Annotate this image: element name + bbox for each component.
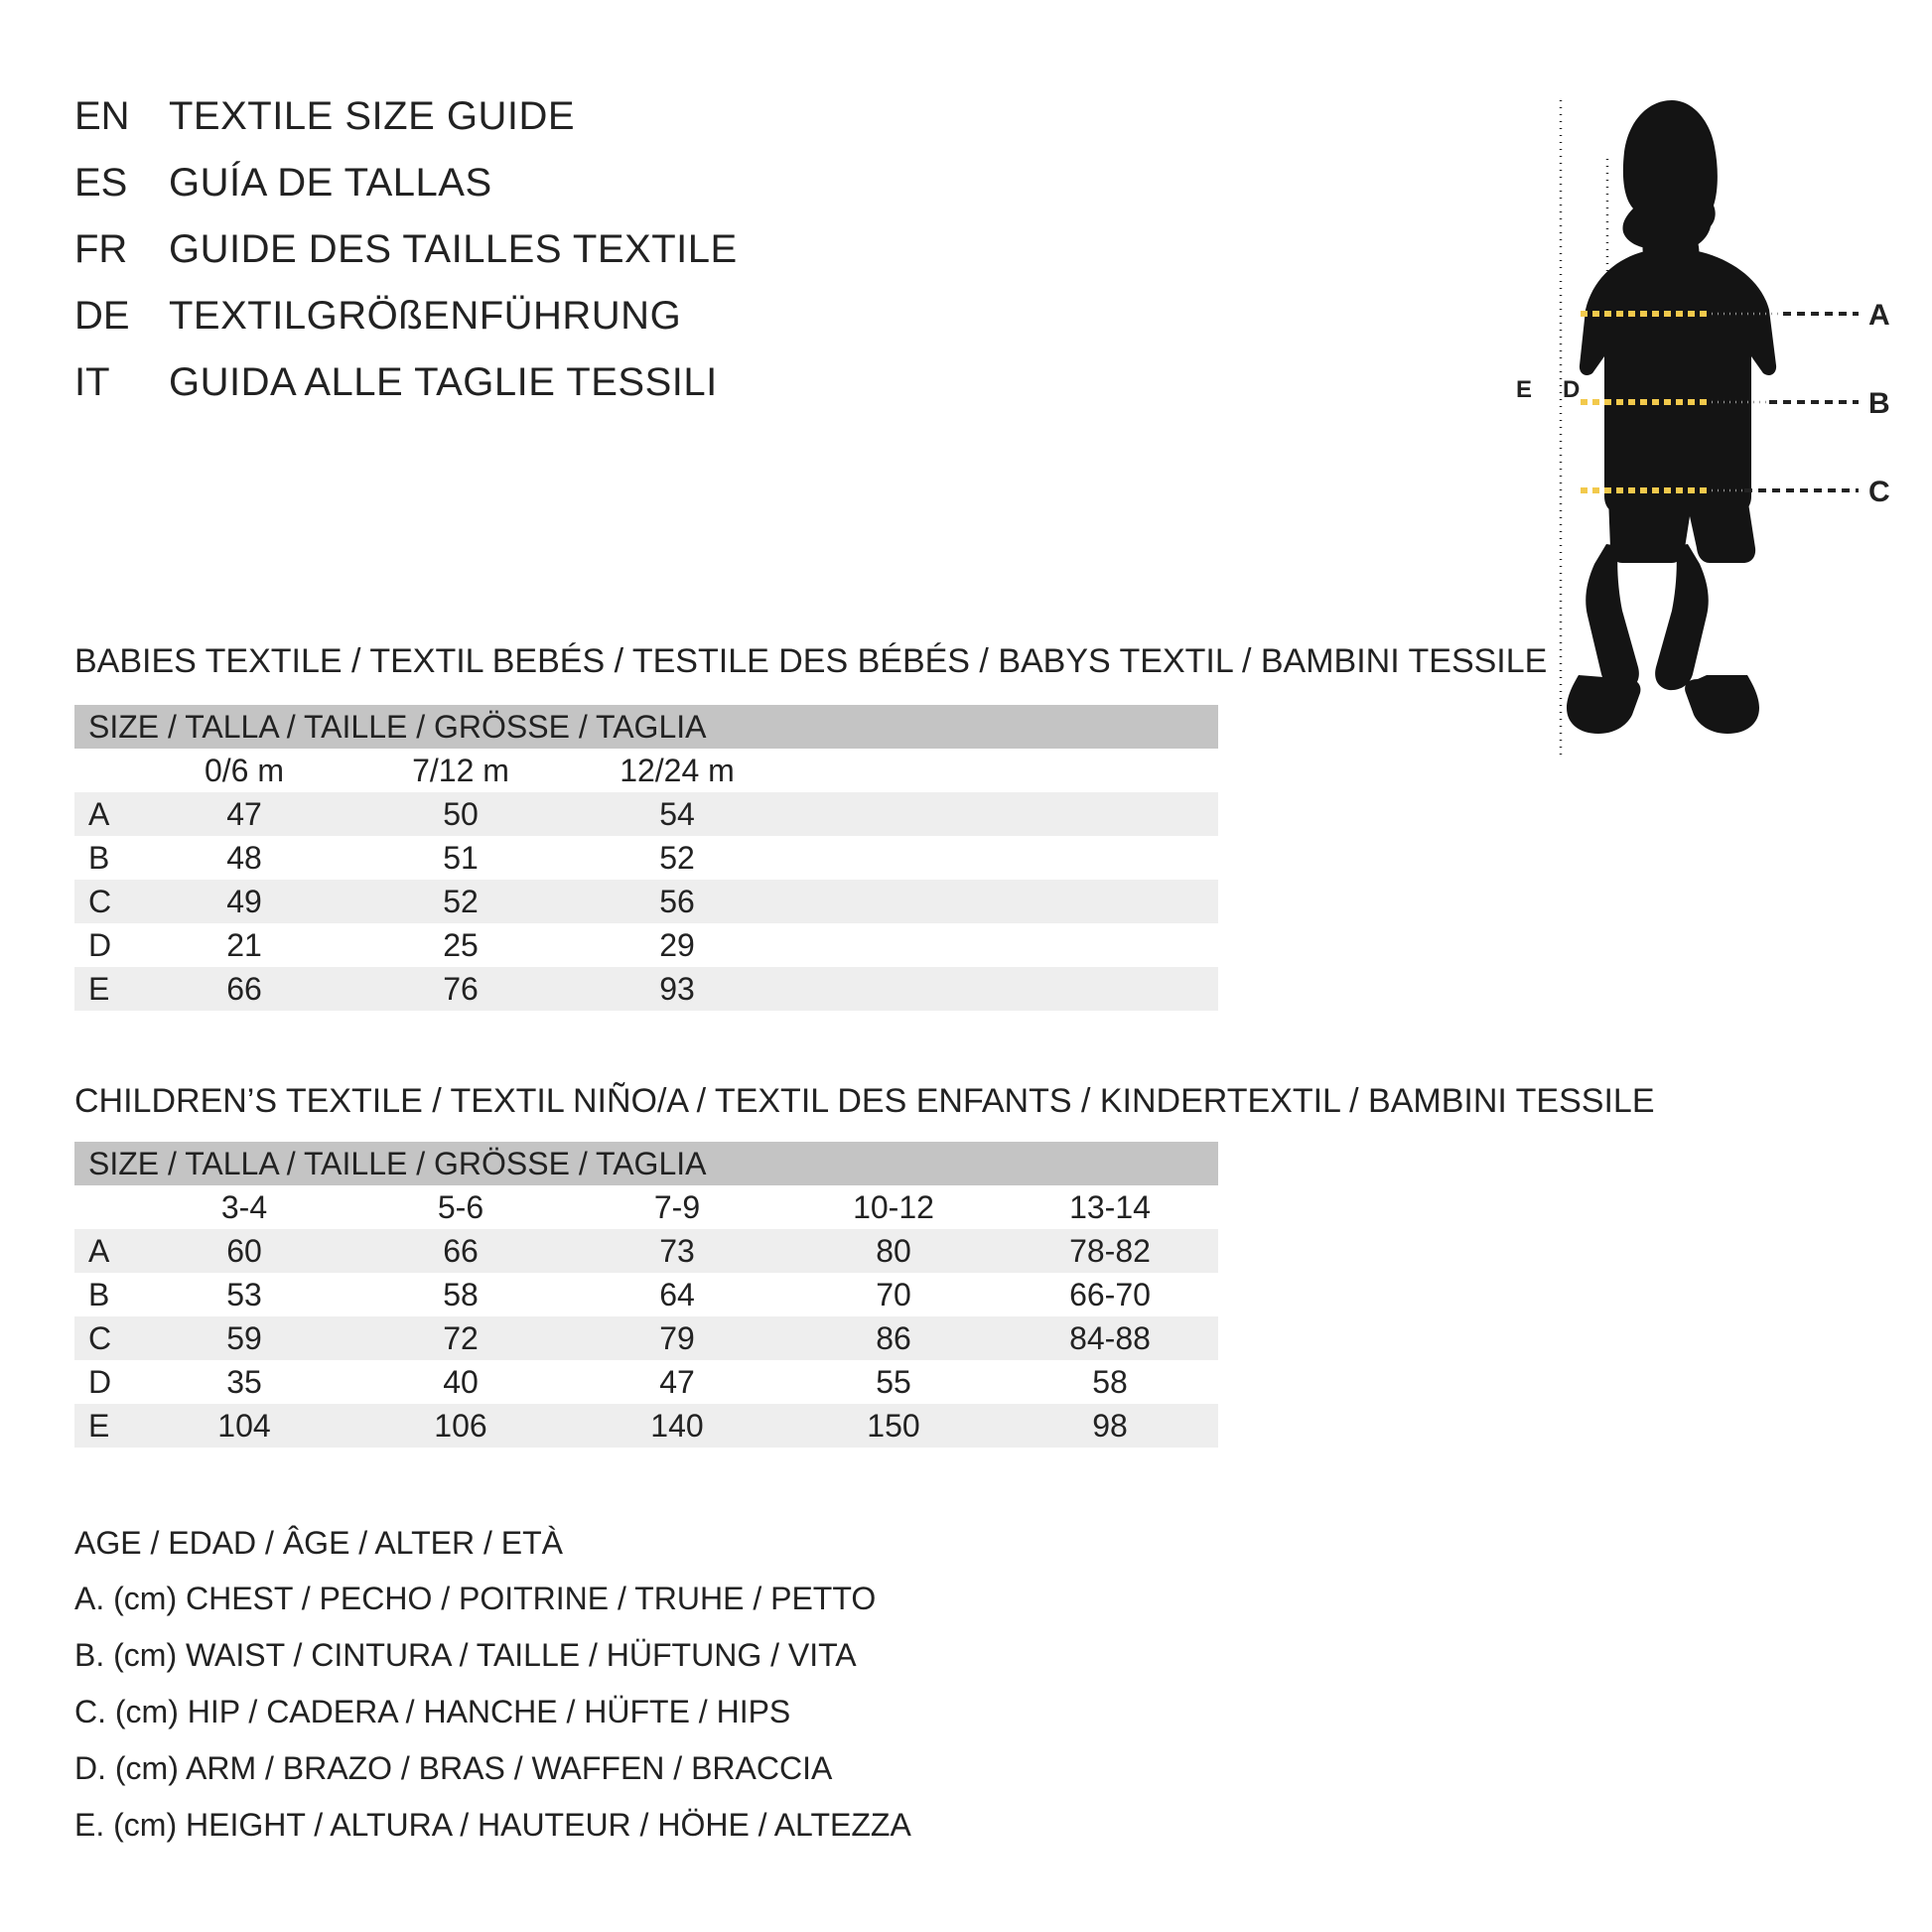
svg-text:D: D bbox=[1563, 376, 1580, 403]
svg-text:A: A bbox=[1868, 299, 1890, 332]
svg-text:C: C bbox=[1868, 476, 1890, 508]
svg-text:B: B bbox=[1868, 387, 1890, 420]
svg-text:E: E bbox=[1516, 376, 1532, 403]
